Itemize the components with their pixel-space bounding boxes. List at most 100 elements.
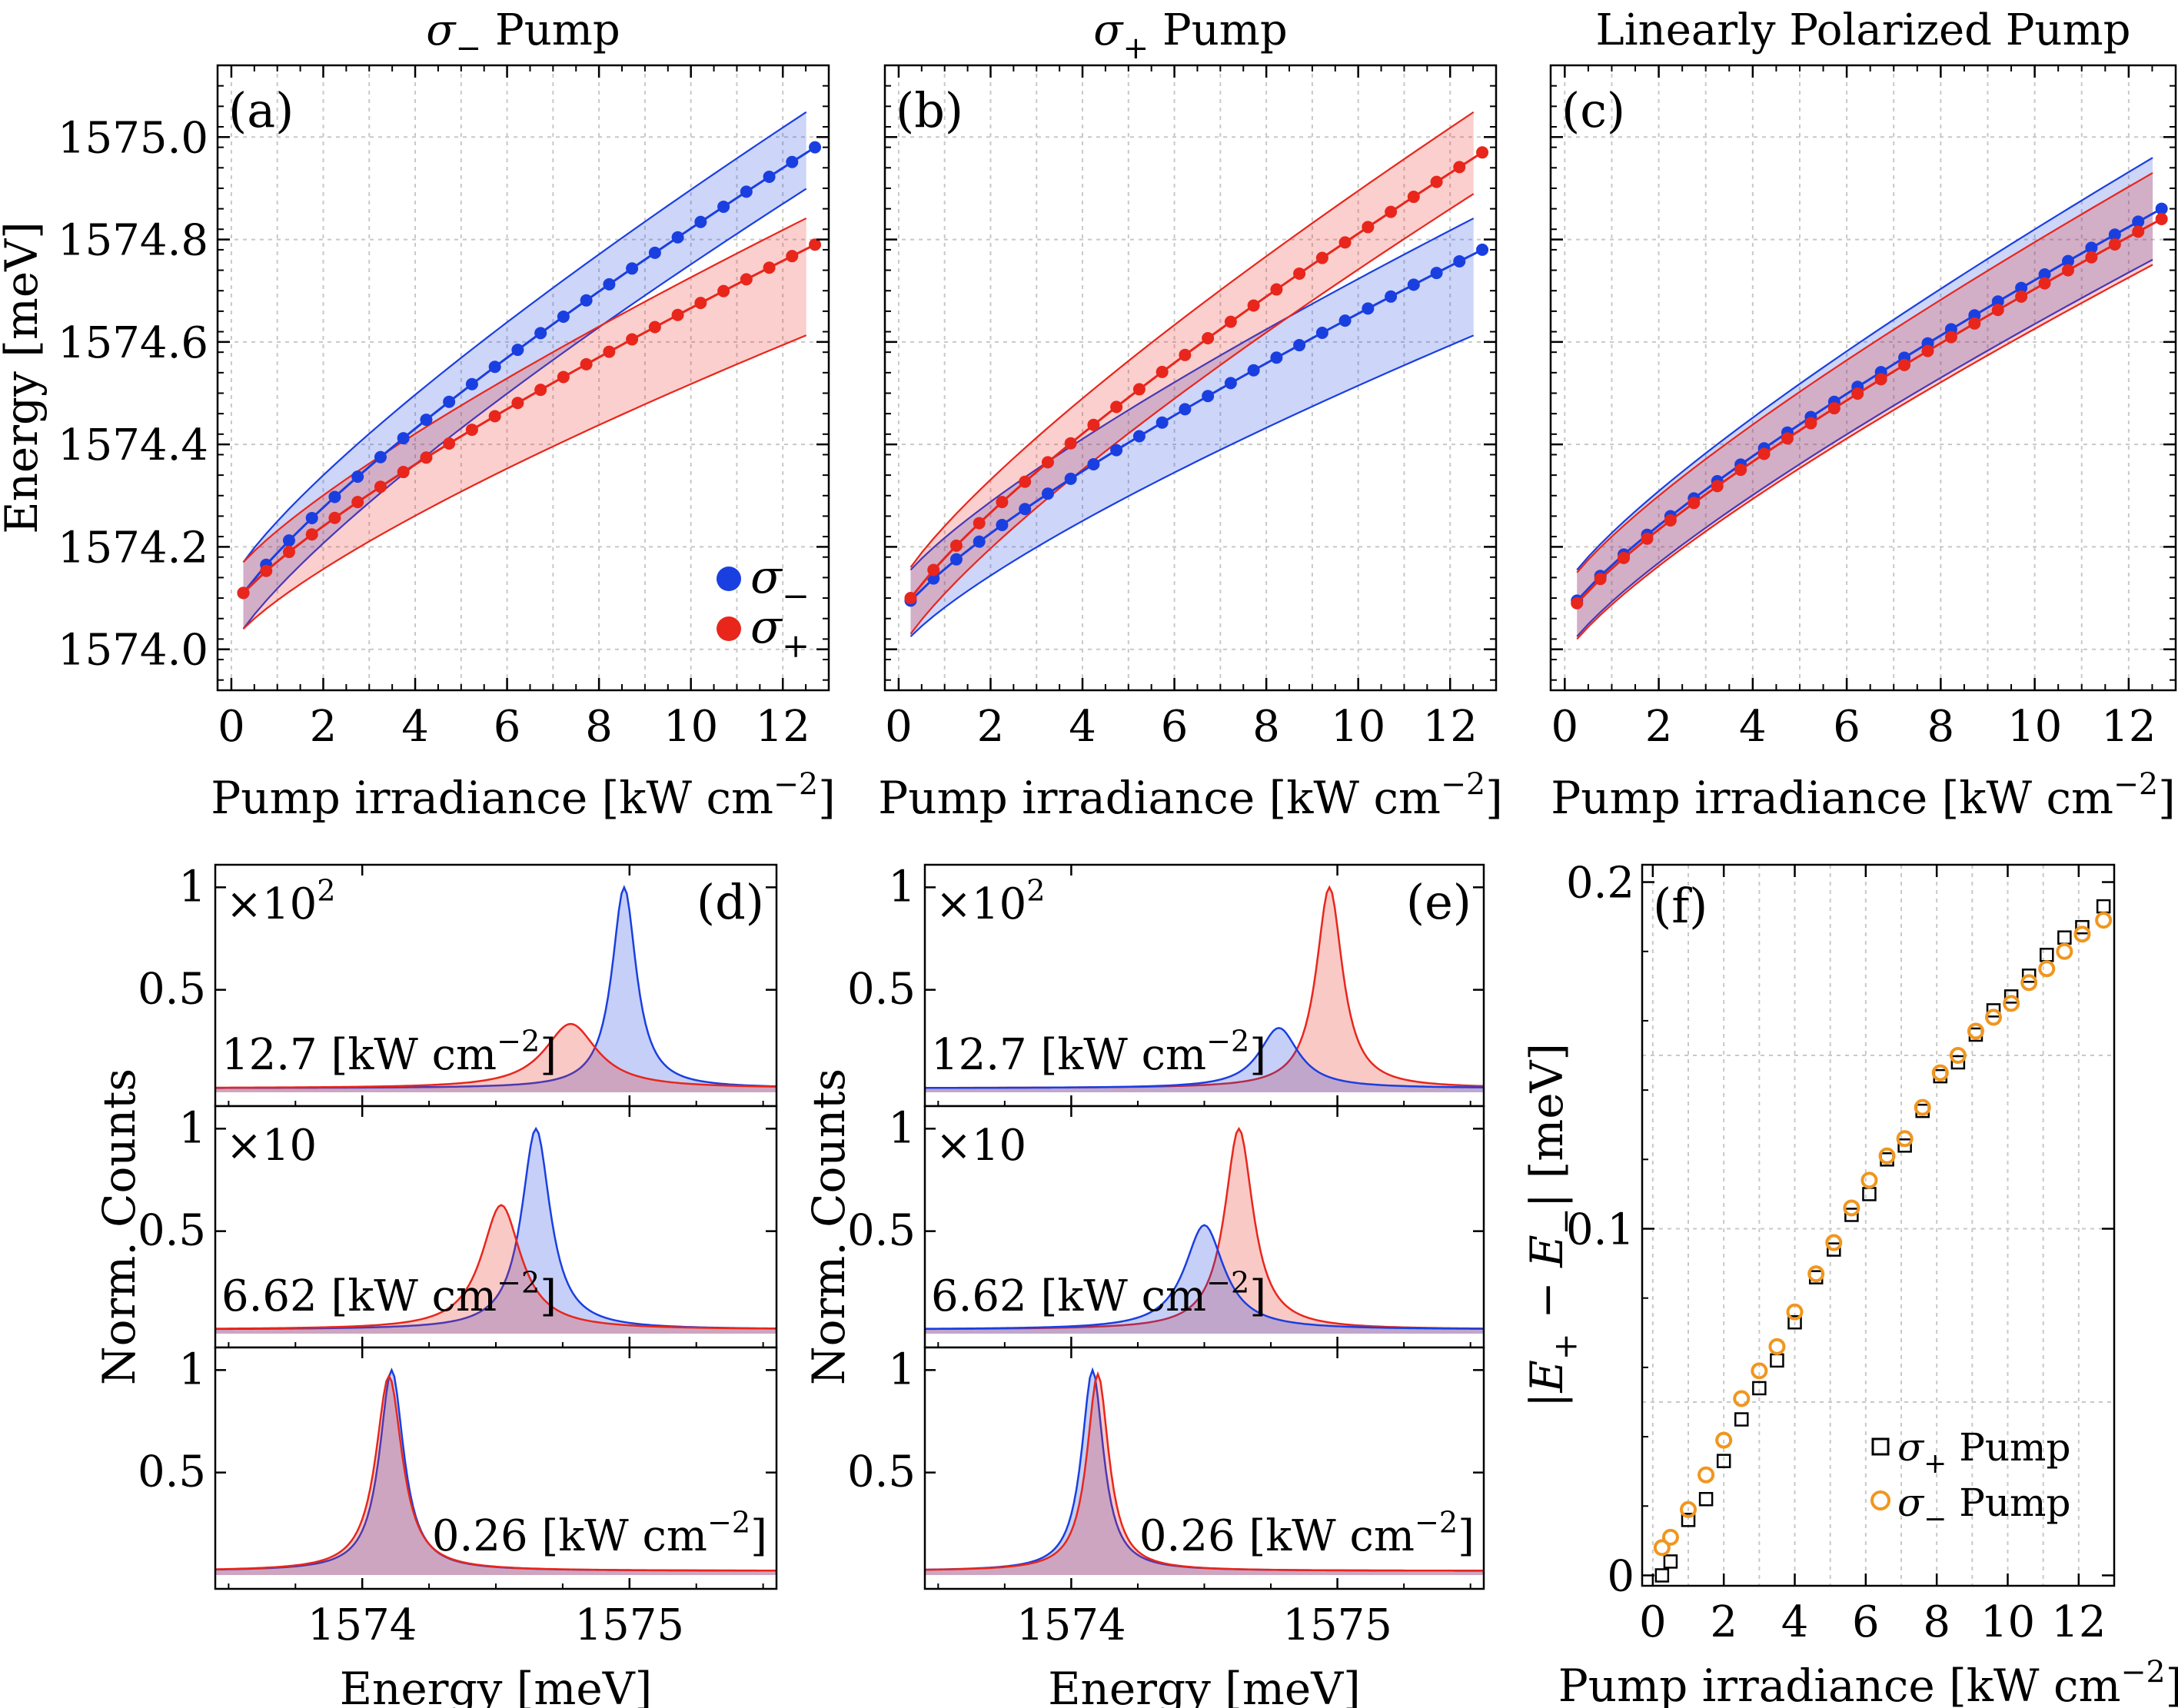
band-edge	[1576, 264, 2153, 640]
legend-label-sigma-plus: σ+	[750, 600, 810, 666]
x-tick-label: 2	[310, 702, 338, 752]
y-tick-label: 0.5	[138, 1447, 206, 1497]
spectrum-line	[214, 1204, 777, 1330]
legend-marker-sigma-minus	[717, 567, 741, 591]
data-point	[1734, 464, 1747, 477]
data-point	[443, 437, 456, 450]
circle-marker	[1786, 1303, 1804, 1321]
circle-marker	[1715, 1431, 1733, 1449]
y-tick-label: 0.5	[847, 965, 916, 1015]
x-tick-label: 2	[1710, 1597, 1737, 1647]
irradiance-label: 6.62 [kW cm−2]	[221, 1265, 557, 1321]
data-point	[1664, 514, 1677, 527]
data-point	[809, 141, 822, 154]
data-point	[1224, 377, 1237, 390]
legend-marker-sigma-minus-pump	[1870, 1490, 1890, 1510]
x-tick-label: 4	[401, 702, 429, 752]
spectrum-line	[924, 1371, 1484, 1572]
square-marker	[1716, 1454, 1731, 1468]
data-point	[534, 327, 547, 340]
plot-area	[885, 65, 1496, 690]
data-point	[1898, 358, 1911, 371]
data-point	[1571, 596, 1584, 610]
data-point	[648, 321, 661, 334]
data-point	[1385, 290, 1398, 303]
data-point	[1019, 475, 1032, 488]
square-marker	[2021, 969, 2037, 983]
panel-a: 0 2 4 6 8 10 12 1574.0 1574.2 1574.4 1574.6 1574.8 1…	[0, 5, 836, 824]
data-point	[949, 539, 963, 552]
circle-marker	[2038, 960, 2056, 978]
irradiance-label: 0.26 [kW cm−2]	[1139, 1505, 1475, 1561]
data-point	[973, 535, 986, 548]
panel-b: 0 2 4 6 8 10 12 (b) σ+ Pump Pump irradiance [kW c…	[878, 5, 1502, 824]
legend-label-sigma-minus-pump: σ− Pump	[1897, 1480, 2070, 1535]
data-point	[420, 414, 433, 427]
y-tick-label: 1	[888, 1344, 916, 1394]
x-tick-label: 1575	[1282, 1600, 1392, 1650]
y-tick-label: 1574.6	[58, 318, 208, 368]
data-point	[260, 564, 273, 577]
data-point	[996, 519, 1009, 532]
data-point	[1968, 317, 1981, 330]
panel-label: (a)	[228, 82, 294, 138]
data-point	[557, 371, 570, 384]
square-marker	[1752, 1381, 1767, 1396]
circle-marker	[1914, 1098, 1931, 1116]
circle-marker	[1860, 1171, 1878, 1189]
data-point	[973, 517, 986, 530]
data-point	[763, 261, 776, 274]
data-point	[465, 377, 478, 390]
square-marker	[1787, 1315, 1802, 1330]
x-tick-label: 4	[1069, 702, 1096, 752]
data-point	[786, 250, 799, 263]
data-point	[1476, 243, 1489, 256]
data-point	[488, 410, 501, 423]
data-point	[1110, 400, 1123, 414]
y-tick-label: 1	[178, 1344, 206, 1394]
x-tick-label: 2	[977, 702, 1005, 752]
axes-frame	[883, 64, 1498, 692]
square-marker	[1681, 1513, 1696, 1527]
x-tick-label: 4	[1781, 1597, 1809, 1647]
y-tick-label: 1575.0	[58, 113, 208, 163]
data-point	[1293, 267, 1306, 280]
data-point	[305, 528, 318, 541]
data-point	[420, 451, 433, 464]
circle-marker	[1896, 1130, 1914, 1148]
x-tick-label: 0	[218, 702, 245, 752]
data-point	[2062, 264, 2075, 277]
circle-marker	[2095, 912, 2113, 929]
band-edge	[1576, 157, 2153, 571]
panel-label: (e)	[1406, 874, 1471, 930]
panel-e: 0.5 1 ×102 12.7 [kW cm−2] 0.5 1 ×10 6.62 [kW cm…	[803, 862, 1485, 1708]
y-axis-label: Norm. Counts	[803, 1068, 855, 1385]
data-point	[927, 563, 940, 577]
data-point	[1362, 302, 1375, 315]
spectrum-line	[214, 1022, 777, 1089]
data-point	[1019, 503, 1032, 516]
data-point	[351, 470, 364, 483]
data-point	[626, 333, 639, 346]
data-point	[1991, 304, 2004, 317]
axes-frame	[216, 64, 830, 692]
y-tick-label: 1574.2	[58, 523, 208, 573]
data-point	[465, 424, 478, 437]
data-point	[1156, 416, 1169, 429]
x-tick-label: 8	[1923, 1597, 1950, 1647]
data-point	[1270, 283, 1283, 296]
data-point	[1247, 364, 1260, 377]
data-point	[488, 361, 501, 374]
legend-marker-sigma-plus-pump	[1871, 1437, 1890, 1456]
band-sigma-plus	[1577, 172, 2153, 640]
data-point	[603, 345, 616, 358]
x-tick-label: 1574	[1016, 1600, 1126, 1650]
data-point	[1338, 236, 1352, 249]
x-tick-label: 8	[585, 702, 613, 752]
data-point	[1921, 344, 1934, 357]
irradiance-label: 12.7 [kW cm−2]	[221, 1024, 557, 1080]
data-point	[1407, 191, 1420, 204]
band-edge	[242, 217, 807, 563]
